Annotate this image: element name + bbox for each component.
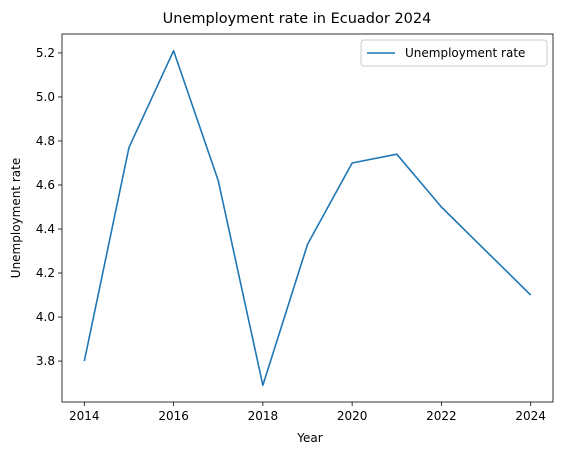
legend-box [360, 39, 548, 67]
x-tick-label: 2024 [515, 409, 546, 423]
series-group [83, 49, 532, 387]
y-tick-label: 4.0 [36, 310, 55, 324]
y-tick-label: 4.8 [36, 134, 55, 148]
y-axis: 3.8 4.0 4.2 4.4 4.6 4.8 5.0 5.2 [36, 46, 62, 368]
y-tick-label: 4.2 [36, 266, 55, 280]
x-axis: 2014 2016 2018 2020 2022 2024 [69, 402, 546, 423]
legend: Unemployment rate [360, 39, 548, 67]
y-tick-label: 5.2 [36, 46, 55, 60]
x-tick-label: 2018 [248, 409, 279, 423]
series-line [83, 49, 532, 387]
legend-label: Unemployment rate [405, 46, 525, 60]
x-tick-label: 2022 [426, 409, 457, 423]
y-tick-label: 3.8 [36, 354, 55, 368]
x-tick-label: 2016 [158, 409, 189, 423]
y-tick-label: 4.4 [36, 222, 55, 236]
y-tick-label: 4.6 [36, 178, 55, 192]
y-tick-label: 5.0 [36, 90, 55, 104]
y-axis-label: Unemployment rate [9, 158, 23, 278]
x-tick-label: 2014 [69, 409, 100, 423]
chart-title: Unemployment rate in Ecuador 2024 [163, 11, 432, 27]
plot-area [61, 33, 554, 403]
x-tick-label: 2020 [337, 409, 368, 423]
x-axis-label: Year [296, 431, 322, 445]
plot-frame [61, 33, 554, 403]
